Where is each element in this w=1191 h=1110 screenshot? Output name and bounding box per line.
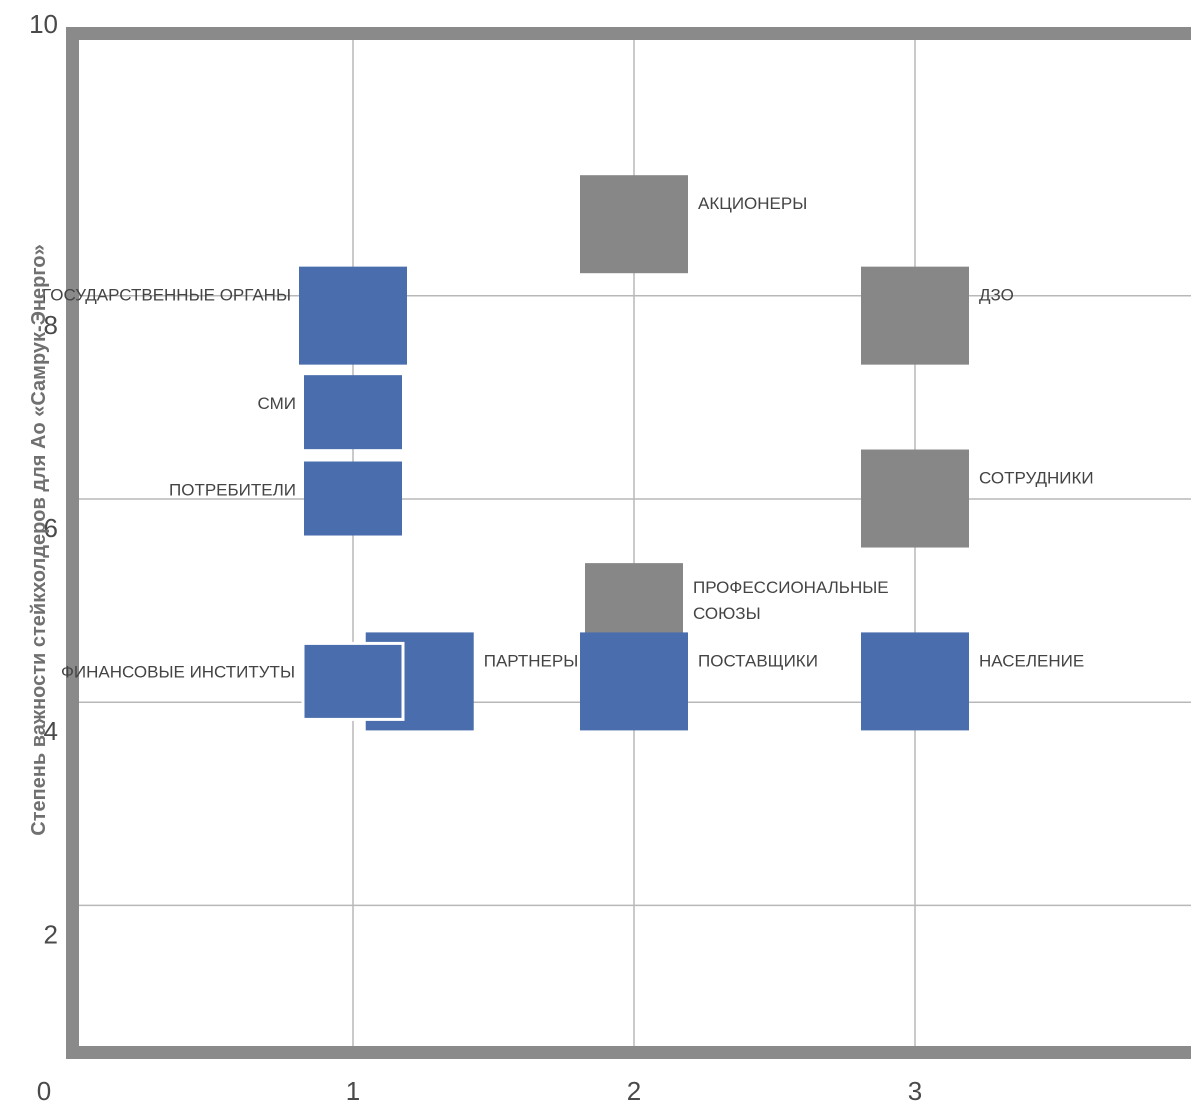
- marker-дзо: [861, 266, 969, 365]
- marker-государственные-органы: [299, 266, 407, 365]
- marker-label: ФИНАНСОВЫЕ ИНСТИТУТЫ: [61, 662, 295, 681]
- y-tick-label: 6: [44, 513, 58, 543]
- marker-акционеры: [580, 175, 688, 274]
- marker-labels: АКЦИОНЕРЫ ГОСУДАРСТВЕННЫЕ ОРГАНЫ ДЗО СМИ ПОТ…: [42, 194, 1094, 681]
- marker-label: ПРОФЕССИОНАЛЬНЫЕ: [693, 578, 889, 597]
- marker-label: ДЗО: [979, 286, 1014, 305]
- x-tick-label: 2: [627, 1076, 641, 1106]
- frame-left: [66, 27, 79, 1059]
- marker-label: ГОСУДАРСТВЕННЫЕ ОРГАНЫ: [42, 286, 291, 305]
- frame-bottom: [66, 1046, 1191, 1059]
- marker-население: [861, 632, 969, 731]
- plot-frame: [66, 27, 1191, 1059]
- marker-label: ПОСТАВЩИКИ: [698, 651, 818, 670]
- marker-профессиональные-союзы: [585, 563, 683, 638]
- marker-label: СОЮЗЫ: [693, 604, 761, 623]
- marker-поставщики: [580, 632, 688, 731]
- y-tick-label: 2: [44, 919, 58, 949]
- marker-сми: [304, 375, 402, 450]
- marker-label: СОТРУДНИКИ: [979, 469, 1094, 488]
- y-tick-label: 10: [29, 9, 58, 39]
- marker-label: ПОТРЕБИТЕЛИ: [169, 481, 296, 500]
- y-tick-label: 4: [44, 716, 58, 746]
- x-tick-label: 3: [908, 1076, 922, 1106]
- marker-финансовые-институты: [301, 641, 405, 721]
- x-tick-label: 1: [346, 1076, 360, 1106]
- marker-label: СМИ: [258, 394, 296, 413]
- y-tick-label: 8: [44, 310, 58, 340]
- y-axis-label: Степень важности стейкхолдеров для Ао «С…: [28, 244, 50, 836]
- frame-top: [66, 27, 1191, 40]
- data-markers: [299, 175, 969, 731]
- marker-потребители: [304, 461, 402, 536]
- x-tick-label: 0: [37, 1076, 51, 1106]
- axis-ticks: 0 1 2 3 2 4 6 8 10: [29, 9, 922, 1106]
- marker-label: АКЦИОНЕРЫ: [698, 194, 807, 213]
- marker-label: ПАРТНЕРЫ: [484, 651, 579, 670]
- marker-сотрудники: [861, 449, 969, 548]
- marker-label: НАСЕЛЕНИЕ: [979, 651, 1084, 670]
